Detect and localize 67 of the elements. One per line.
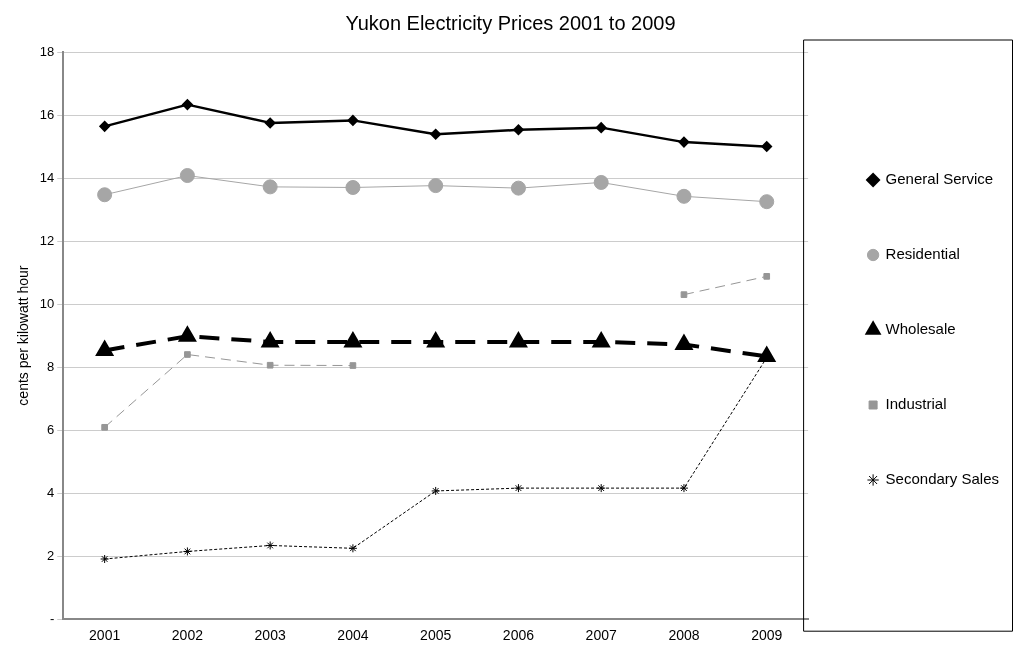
y-tick-label: 14 [39,169,55,185]
y-tick-label: 18 [39,43,55,59]
point [595,122,607,133]
point [184,351,191,358]
point [510,180,526,196]
point [430,128,441,140]
point [97,187,113,203]
legend-label: Secondary Sales [885,470,1000,488]
point [348,543,358,553]
x-tick-label: 2008 [668,627,700,644]
point [761,141,772,152]
y-tick-label: 2 [47,547,55,563]
y-tick-label: 6 [47,421,55,437]
point [179,168,195,184]
y-tick-label: 8 [47,358,55,374]
y-tick-label: 10 [39,295,55,311]
point [679,483,689,493]
point [100,554,110,564]
point [345,180,361,195]
point [431,486,441,496]
x-tick-label: 2002 [171,627,204,644]
point [179,327,196,342]
point [593,332,610,348]
point [763,273,771,280]
point [99,121,110,132]
point [265,540,275,550]
point [182,99,193,110]
point [266,361,274,369]
x-tick-label: 2007 [585,627,617,644]
point [596,483,606,493]
point [513,124,524,136]
point [428,178,444,194]
point [96,341,113,356]
point [101,423,108,431]
x-tick-label: 2004 [337,627,369,644]
x-tick-label: 2001 [89,627,121,644]
point [427,332,444,348]
legend-label: General Service [885,170,994,188]
point [510,332,527,348]
point [264,117,276,129]
point [675,335,693,350]
point [349,362,357,369]
point [680,291,688,298]
point [676,188,692,204]
point [513,483,523,493]
legend-label: Industrial [885,395,947,413]
chart-title: Yukon Electricity Prices 2001 to 2009 [345,11,676,34]
y-tick-label: - [49,610,55,626]
point [262,332,279,348]
point [262,179,278,195]
x-tick-label: 2005 [420,627,452,644]
point [347,115,359,126]
x-tick-label: 2009 [751,627,783,644]
point [344,332,361,348]
y-tick-label: 16 [39,106,55,122]
point [182,546,192,556]
point [759,194,775,210]
point [678,136,690,148]
point [758,347,775,362]
y-axis-title: cents per kilowatt hour [15,265,32,406]
y-tick-label: 4 [47,484,55,500]
point [593,174,609,190]
legend-label: Residential [885,245,960,263]
legend-label: Wholesale [885,320,956,338]
x-tick-label: 2003 [254,627,286,644]
x-tick-label: 2006 [502,627,535,644]
y-tick-label: 12 [39,232,55,248]
